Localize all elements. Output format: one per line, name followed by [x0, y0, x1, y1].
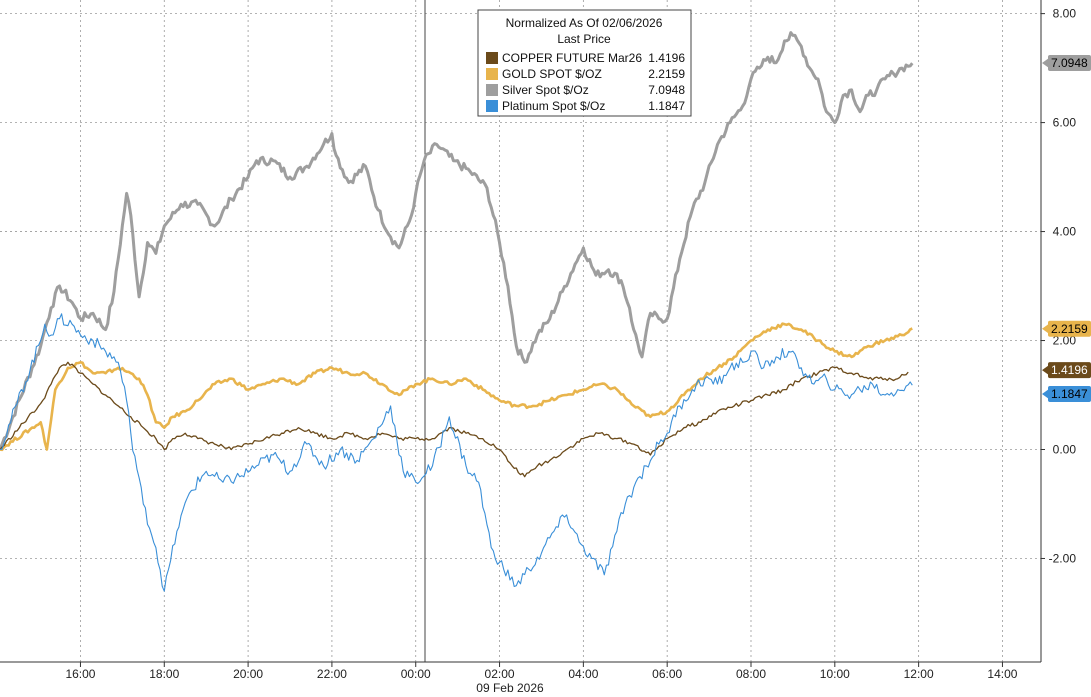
legend: Normalized As Of 02/06/2026 Last Price C… — [477, 9, 692, 117]
y-tick-label: -2.00 — [1049, 551, 1077, 565]
x-tick-label: 10:00 — [820, 667, 850, 681]
series-line-gold-spot-oz — [0, 322, 913, 452]
last-value-pointer — [1042, 323, 1049, 334]
x-tick-label: 04:00 — [568, 667, 598, 681]
x-tick-label: 08:00 — [736, 667, 766, 681]
legend-name-copper-future-mar26: COPPER FUTURE Mar26 — [502, 51, 642, 65]
last-value-tag-platinum-spot-oz — [1048, 385, 1091, 402]
last-value-labels: 7.0948 2.2159 1.4196 1.1847 — [1042, 54, 1091, 402]
x-tick-label: 02:00 — [485, 667, 515, 681]
last-value-pointer — [1042, 365, 1049, 376]
x-tick-label: 18:00 — [149, 667, 179, 681]
legend-box — [477, 9, 692, 117]
legend-entries: COPPER FUTURE Mar26 1.4196 GOLD SPOT $/OZ 2… — [486, 51, 685, 113]
x-tick-label: 12:00 — [904, 667, 934, 681]
last-value-label-gold-spot-oz: 2.2159 — [1051, 322, 1088, 336]
x-tick-label: 22:00 — [317, 667, 347, 681]
legend-name-gold-spot-oz: GOLD SPOT $/OZ — [502, 67, 602, 81]
last-value-label-platinum-spot-oz: 1.1847 — [1051, 387, 1088, 401]
last-value-tag-copper-future-mar26 — [1048, 362, 1091, 379]
x-axis-ticks: 16:00 18:00 20:00 22:00 00:00 02:00 04:00 06:00… — [65, 662, 1018, 681]
legend-subtitle: Last Price — [557, 32, 611, 46]
y-tick-label: 0.00 — [1053, 443, 1077, 457]
legend-swatch-platinum-spot-oz — [486, 100, 498, 112]
y-tick-label: 8.00 — [1053, 7, 1077, 21]
y-tick-label: 2.00 — [1053, 334, 1077, 348]
legend-name-silver-spot-oz: Silver Spot $/Oz — [502, 83, 589, 97]
legend-value-platinum-spot-oz: 1.1847 — [648, 99, 685, 113]
x-tick-label: 16:00 — [65, 667, 95, 681]
legend-swatch-silver-spot-oz — [486, 84, 498, 96]
legend-name-platinum-spot-oz: Platinum Spot $/Oz — [502, 99, 605, 113]
x-tick-label: 20:00 — [233, 667, 263, 681]
legend-title: Normalized As Of 02/06/2026 — [506, 16, 663, 30]
legend-value-copper-future-mar26: 1.4196 — [648, 51, 685, 65]
last-value-pointer — [1042, 388, 1049, 399]
y-axis-ticks: 8.00 6.00 4.00 2.00 0.00 -2.00 — [1041, 7, 1077, 565]
last-value-tag-gold-spot-oz — [1048, 320, 1091, 337]
legend-value-silver-spot-oz: 7.0948 — [648, 83, 685, 97]
legend-value-gold-spot-oz: 2.2159 — [648, 67, 685, 81]
last-value-tag-silver-spot-oz — [1048, 54, 1091, 71]
legend-swatch-gold-spot-oz — [486, 68, 498, 80]
x-tick-label: 14:00 — [987, 667, 1017, 681]
series-line-silver-spot-oz — [0, 31, 914, 451]
legend-swatch-copper-future-mar26 — [486, 52, 498, 64]
x-tick-label: 00:00 — [401, 667, 431, 681]
y-tick-label: 6.00 — [1053, 116, 1077, 130]
series-lines — [0, 31, 914, 592]
date-label: 09 Feb 2026 — [476, 681, 544, 695]
series-line-platinum-spot-oz — [0, 313, 913, 592]
last-value-label-copper-future-mar26: 1.4196 — [1051, 363, 1088, 377]
x-tick-label: 06:00 — [652, 667, 682, 681]
series-line-copper-future-mar26 — [0, 361, 909, 478]
last-value-label-silver-spot-oz: 7.0948 — [1051, 56, 1088, 70]
last-value-pointer — [1042, 57, 1049, 68]
y-tick-label: 4.00 — [1053, 225, 1077, 239]
